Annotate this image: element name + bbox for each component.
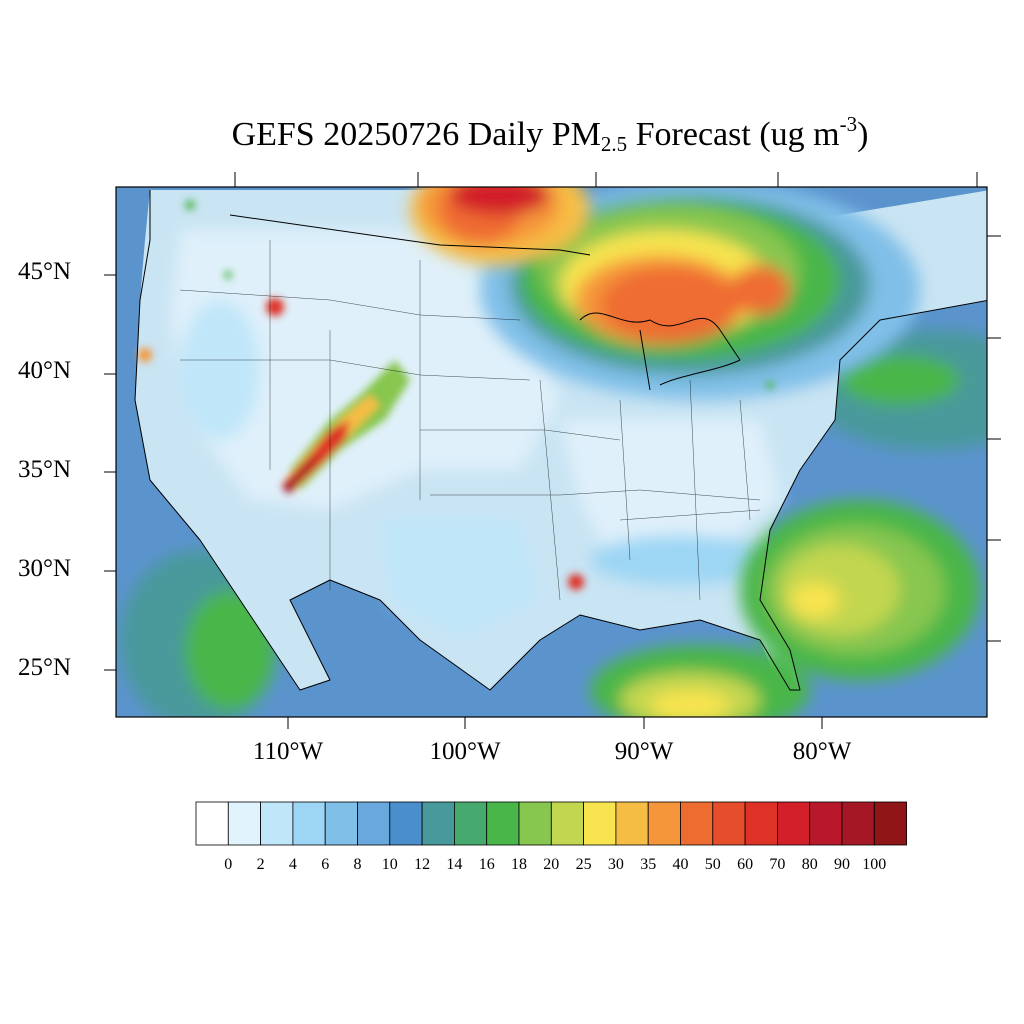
- colorbar-tick-label: 2: [256, 856, 265, 873]
- colorbar-swatch: [260, 801, 294, 846]
- colorbar-swatch: [292, 801, 326, 846]
- colorbar-tick-label: 80: [801, 856, 818, 873]
- great-lakes-smoke-plume: [480, 187, 920, 400]
- colorbar-tick-label: 8: [353, 856, 362, 873]
- map-title: GEFS 20250726 Daily PM2.5 Forecast (ug m…: [231, 112, 869, 156]
- colorbar-swatch: [615, 801, 649, 846]
- colorbar-swatch: [550, 801, 584, 846]
- coastlines-borders: [134, 190, 987, 691]
- southwest-fire-plume: [282, 360, 410, 494]
- colorbar-swatch: [744, 801, 778, 846]
- colorbar-tick-label: 30: [607, 856, 624, 873]
- lat-ticks: [104, 235, 1001, 671]
- colorbar-tick-label: 60: [737, 856, 754, 873]
- colorbar-swatch: [583, 801, 617, 846]
- colorbar-swatch: [712, 801, 746, 846]
- colorbar-tick-label: 100: [862, 856, 887, 873]
- lat-label-45n: 45°N: [18, 258, 72, 285]
- lon-ticks: [234, 172, 978, 729]
- colorbar-swatch: [777, 801, 811, 846]
- colorbar-tick-label: 70: [769, 856, 786, 873]
- pm25-field: [116, 187, 987, 717]
- colorbar-swatch: [195, 801, 229, 846]
- colorbar-tick-label: 35: [640, 856, 657, 873]
- colorbar-tick-label: 20: [543, 856, 560, 873]
- colorbar-swatch: [357, 801, 391, 846]
- colorbar-tick-label: 4: [288, 856, 297, 873]
- lon-label-80w: 80°W: [792, 738, 852, 765]
- colorbar-swatch: [841, 801, 875, 846]
- lat-label-30n: 30°N: [18, 555, 72, 582]
- colorbar-tick-label: 12: [414, 856, 431, 873]
- colorbar-swatch: [809, 801, 843, 846]
- colorbar-tick-label: 25: [575, 856, 592, 873]
- lon-label-100w: 100°W: [429, 738, 501, 765]
- florida-haze: [590, 500, 980, 717]
- colorbar-tick-label: 18: [511, 856, 527, 873]
- colorbar-tick-label: 10: [381, 856, 398, 873]
- colorbar-swatch: [873, 801, 907, 846]
- colorbar-swatch: [324, 801, 358, 846]
- colorbar: [195, 801, 907, 846]
- colorbar-swatch: [421, 801, 455, 846]
- colorbar-tick-label: 16: [478, 856, 495, 873]
- colorbar-swatch: [518, 801, 552, 846]
- lat-label-40n: 40°N: [18, 357, 72, 384]
- lat-label-35n: 35°N: [18, 456, 72, 483]
- lat-label-25n: 25°N: [18, 654, 72, 681]
- colorbar-swatch: [486, 801, 520, 846]
- colorbar-tick-label: 90: [834, 856, 850, 873]
- colorbar-tick-label: 0: [224, 856, 233, 873]
- lon-label-90w: 90°W: [614, 738, 674, 765]
- colorbar-swatch: [453, 801, 488, 846]
- colorbar-swatch: [647, 801, 681, 846]
- colorbar-tick-label: 6: [321, 856, 330, 873]
- northern-fire-plume: [410, 187, 590, 265]
- state-borders: [179, 240, 761, 601]
- colorbar-swatch: [227, 801, 262, 846]
- colorbar-swatch: [389, 801, 423, 846]
- lon-label-110w: 110°W: [252, 738, 324, 765]
- small-hotspots: [138, 200, 774, 590]
- colorbar-swatch: [680, 801, 714, 846]
- colorbar-tick-label: 40: [672, 856, 689, 873]
- colorbar-tick-label: 14: [446, 856, 463, 873]
- colorbar-tick-label: 50: [704, 856, 721, 873]
- map-frame: [115, 186, 988, 718]
